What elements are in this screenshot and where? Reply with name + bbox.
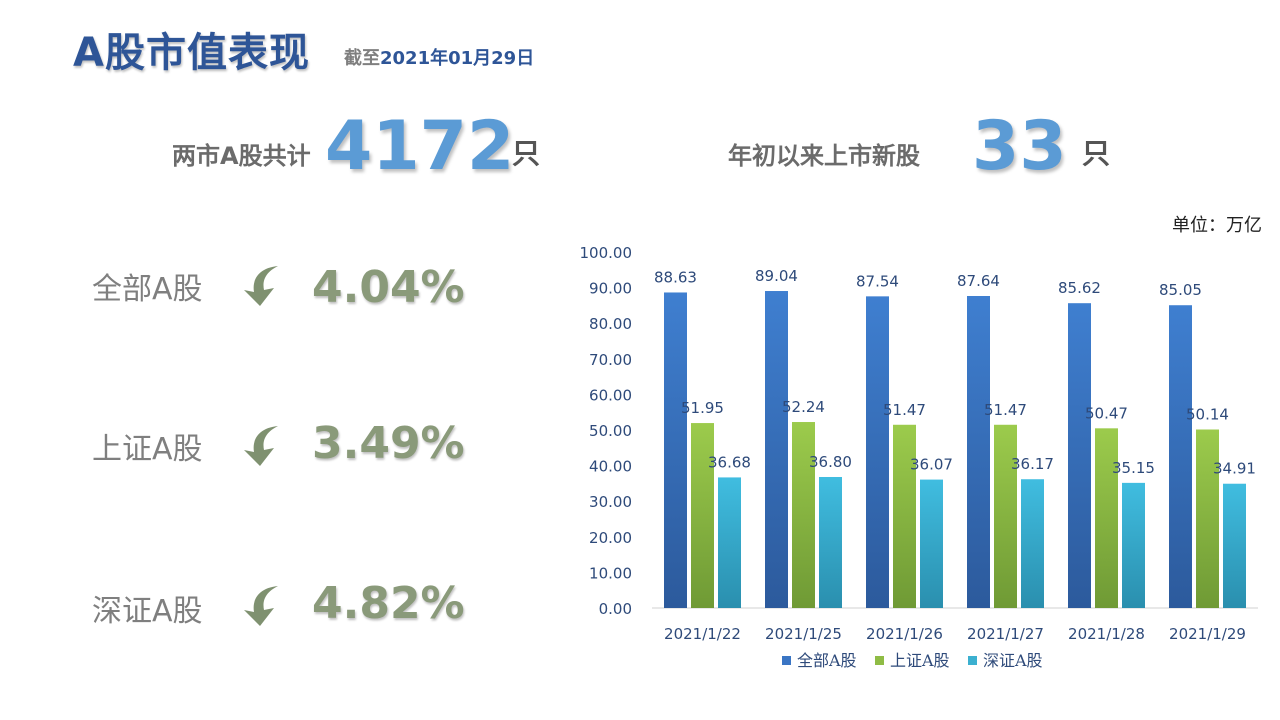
data-label: 50.14 xyxy=(1186,406,1229,424)
legend-label: 上证A股 xyxy=(890,651,950,670)
index-sz-value: 4.82% xyxy=(312,578,465,629)
data-label: 51.47 xyxy=(883,401,926,419)
data-label: 88.63 xyxy=(654,268,697,286)
as-of-prefix: 截至 xyxy=(344,48,380,69)
legend-label: 全部A股 xyxy=(797,651,857,670)
bar xyxy=(994,424,1017,608)
down-arrow-icon xyxy=(244,586,278,626)
data-label: 89.04 xyxy=(755,267,798,285)
chart-unit-label: 单位：万亿 xyxy=(1172,215,1262,236)
x-tick-label: 2021/1/26 xyxy=(866,625,943,643)
bar xyxy=(1068,303,1091,608)
down-arrow-icon xyxy=(244,426,278,466)
y-tick-label: 80.00 xyxy=(589,315,632,333)
index-sz-label: 深证A股 xyxy=(92,594,203,629)
kpi-ipo-unit: 只 xyxy=(1082,137,1111,170)
bars xyxy=(664,291,1246,608)
y-tick-label: 90.00 xyxy=(589,280,632,298)
kpi-total-unit: 只 xyxy=(512,137,541,170)
data-label: 51.47 xyxy=(984,401,1027,419)
bar xyxy=(920,479,943,608)
data-label: 85.05 xyxy=(1159,281,1202,299)
x-tick-label: 2021/1/29 xyxy=(1169,625,1246,643)
market-cap-bar-chart: 0.00 10.00 20.00 30.00 40.00 50.00 60.00 70.00 8… xyxy=(580,244,1258,670)
x-axis: 2021/1/22 2021/1/25 2021/1/26 2021/1/27 2021… xyxy=(664,625,1246,643)
x-tick-label: 2021/1/25 xyxy=(765,625,842,643)
data-label: 36.68 xyxy=(708,453,751,471)
legend-swatch xyxy=(782,656,791,665)
kpi-total-label: 两市A股共计 xyxy=(172,142,311,170)
x-tick-label: 2021/1/22 xyxy=(664,625,741,643)
data-label: 36.17 xyxy=(1011,455,1054,473)
data-label: 52.24 xyxy=(782,398,825,416)
data-label: 85.62 xyxy=(1058,279,1101,297)
x-tick-label: 2021/1/27 xyxy=(967,625,1044,643)
data-label: 36.80 xyxy=(809,453,852,471)
data-label: 87.54 xyxy=(856,272,899,290)
as-of-date: 截至2021年01月29日 xyxy=(344,44,534,70)
y-axis: 0.00 10.00 20.00 30.00 40.00 50.00 60.00 70.00 8… xyxy=(580,244,1258,618)
y-tick-label: 0.00 xyxy=(599,600,632,618)
bar xyxy=(1122,482,1145,608)
y-tick-label: 50.00 xyxy=(589,422,632,440)
y-tick-label: 40.00 xyxy=(589,458,632,476)
data-label: 50.47 xyxy=(1085,404,1128,422)
bar xyxy=(691,423,714,608)
as-of-date-value: 2021年01月29日 xyxy=(380,48,535,69)
bar xyxy=(1021,479,1044,608)
bar xyxy=(765,291,788,608)
kpi-ipo-value: 33 xyxy=(972,107,1067,186)
kpi-ipo-label: 年初以来上市新股 xyxy=(728,142,920,170)
bar xyxy=(893,424,916,608)
legend-label: 深证A股 xyxy=(983,651,1043,670)
y-tick-label: 100.00 xyxy=(580,244,633,262)
bar xyxy=(1169,305,1192,608)
index-sh-label: 上证A股 xyxy=(92,432,203,467)
y-tick-label: 30.00 xyxy=(589,493,632,511)
bar xyxy=(967,296,990,608)
data-label: 87.64 xyxy=(957,272,1000,290)
bar xyxy=(664,292,687,608)
bar xyxy=(1196,429,1219,608)
y-tick-label: 60.00 xyxy=(589,386,632,404)
x-tick-label: 2021/1/28 xyxy=(1068,625,1145,643)
legend-swatch xyxy=(968,656,977,665)
index-all-label: 全部A股 xyxy=(92,272,203,307)
y-tick-label: 20.00 xyxy=(589,529,632,547)
data-label: 35.15 xyxy=(1112,459,1155,477)
bar xyxy=(866,296,889,608)
data-label: 34.91 xyxy=(1213,460,1256,478)
legend: 全部A股 上证A股 深证A股 xyxy=(782,651,1043,670)
down-arrow-icon xyxy=(244,266,278,306)
index-all-value: 4.04% xyxy=(312,262,465,313)
bar xyxy=(1095,428,1118,608)
data-label: 51.95 xyxy=(681,399,724,417)
data-labels: 88.63 51.95 36.68 89.04 52.24 36.80 87.54 51.47… xyxy=(654,267,1256,478)
bar xyxy=(792,422,815,608)
bar xyxy=(718,477,741,608)
bar xyxy=(1223,483,1246,608)
legend-swatch xyxy=(875,656,884,665)
y-tick-label: 70.00 xyxy=(589,351,632,369)
data-label: 36.07 xyxy=(910,456,953,474)
page-title: A股市值表现 xyxy=(73,30,310,76)
bar xyxy=(819,476,842,608)
y-tick-label: 10.00 xyxy=(589,564,632,582)
index-sh-value: 3.49% xyxy=(312,418,465,469)
kpi-total-value: 4172 xyxy=(325,107,515,186)
